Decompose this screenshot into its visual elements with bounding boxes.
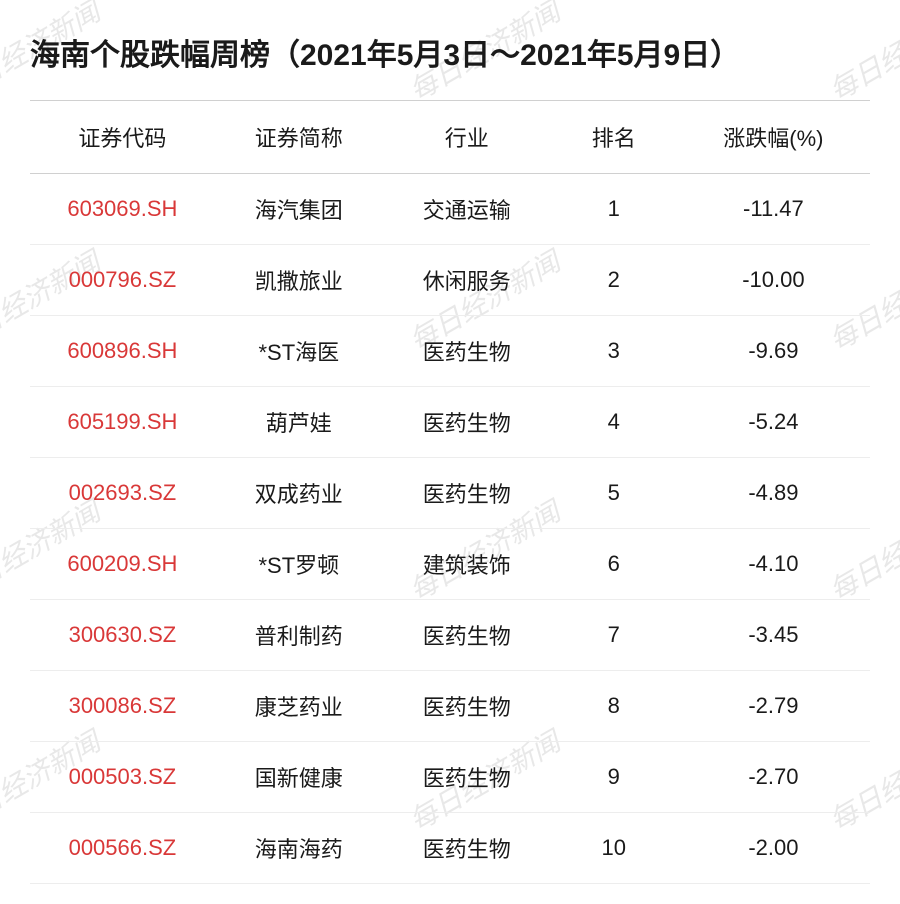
cell-industry: 医药生物 xyxy=(383,316,551,387)
table-row: 300630.SZ普利制药医药生物7-3.45 xyxy=(30,600,870,671)
cell-name: 普利制药 xyxy=(215,600,383,671)
cell-code: 000503.SZ xyxy=(30,742,215,813)
cell-name: *ST海医 xyxy=(215,316,383,387)
cell-industry: 医药生物 xyxy=(383,671,551,742)
cell-code: 300086.SZ xyxy=(30,671,215,742)
cell-code: 300630.SZ xyxy=(30,600,215,671)
cell-industry: 建筑装饰 xyxy=(383,529,551,600)
col-header-name: 证券简称 xyxy=(215,101,383,174)
cell-name: 双成药业 xyxy=(215,458,383,529)
cell-change: -4.10 xyxy=(677,529,870,600)
cell-rank: 5 xyxy=(551,458,677,529)
cell-rank: 9 xyxy=(551,742,677,813)
table-row: 002693.SZ双成药业医药生物5-4.89 xyxy=(30,458,870,529)
cell-rank: 7 xyxy=(551,600,677,671)
cell-industry: 医药生物 xyxy=(383,387,551,458)
cell-name: 国新健康 xyxy=(215,742,383,813)
cell-industry: 休闲服务 xyxy=(383,245,551,316)
cell-change: -2.79 xyxy=(677,671,870,742)
table-row: 605199.SH葫芦娃医药生物4-5.24 xyxy=(30,387,870,458)
col-header-industry: 行业 xyxy=(383,101,551,174)
cell-code: 600209.SH xyxy=(30,529,215,600)
cell-change: -5.24 xyxy=(677,387,870,458)
cell-change: -11.47 xyxy=(677,174,870,245)
cell-change: -10.00 xyxy=(677,245,870,316)
col-header-code: 证券代码 xyxy=(30,101,215,174)
table-row: 000503.SZ国新健康医药生物9-2.70 xyxy=(30,742,870,813)
cell-name: *ST罗顿 xyxy=(215,529,383,600)
cell-name: 康芝药业 xyxy=(215,671,383,742)
cell-rank: 10 xyxy=(551,813,677,884)
stock-table: 证券代码 证券简称 行业 排名 涨跌幅(%) 603069.SH海汽集团交通运输… xyxy=(30,100,870,884)
cell-change: -4.89 xyxy=(677,458,870,529)
table-row: 000566.SZ海南海药医药生物10-2.00 xyxy=(30,813,870,884)
table-row: 603069.SH海汽集团交通运输1-11.47 xyxy=(30,174,870,245)
cell-rank: 6 xyxy=(551,529,677,600)
cell-name: 海汽集团 xyxy=(215,174,383,245)
cell-industry: 医药生物 xyxy=(383,813,551,884)
cell-name: 凯撒旅业 xyxy=(215,245,383,316)
cell-rank: 4 xyxy=(551,387,677,458)
cell-rank: 3 xyxy=(551,316,677,387)
table-header-row: 证券代码 证券简称 行业 排名 涨跌幅(%) xyxy=(30,101,870,174)
cell-industry: 医药生物 xyxy=(383,742,551,813)
table-row: 300086.SZ康芝药业医药生物8-2.79 xyxy=(30,671,870,742)
table-row: 600209.SH*ST罗顿建筑装饰6-4.10 xyxy=(30,529,870,600)
cell-rank: 8 xyxy=(551,671,677,742)
cell-name: 葫芦娃 xyxy=(215,387,383,458)
cell-industry: 交通运输 xyxy=(383,174,551,245)
cell-name: 海南海药 xyxy=(215,813,383,884)
cell-code: 603069.SH xyxy=(30,174,215,245)
cell-code: 000796.SZ xyxy=(30,245,215,316)
cell-industry: 医药生物 xyxy=(383,600,551,671)
col-header-rank: 排名 xyxy=(551,101,677,174)
table-body: 603069.SH海汽集团交通运输1-11.47000796.SZ凯撒旅业休闲服… xyxy=(30,174,870,884)
page-title: 海南个股跌幅周榜（2021年5月3日～2021年5月9日） xyxy=(30,30,870,74)
cell-code: 002693.SZ xyxy=(30,458,215,529)
cell-code: 000566.SZ xyxy=(30,813,215,884)
cell-rank: 2 xyxy=(551,245,677,316)
cell-change: -9.69 xyxy=(677,316,870,387)
cell-change: -2.00 xyxy=(677,813,870,884)
cell-industry: 医药生物 xyxy=(383,458,551,529)
cell-rank: 1 xyxy=(551,174,677,245)
table-row: 000796.SZ凯撒旅业休闲服务2-10.00 xyxy=(30,245,870,316)
cell-change: -3.45 xyxy=(677,600,870,671)
cell-change: -2.70 xyxy=(677,742,870,813)
col-header-change: 涨跌幅(%) xyxy=(677,101,870,174)
table-row: 600896.SH*ST海医医药生物3-9.69 xyxy=(30,316,870,387)
cell-code: 600896.SH xyxy=(30,316,215,387)
cell-code: 605199.SH xyxy=(30,387,215,458)
